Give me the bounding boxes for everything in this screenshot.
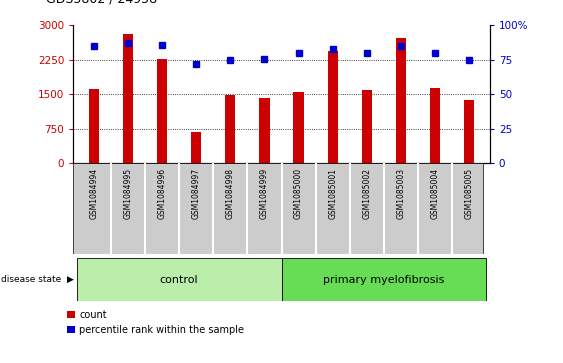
Text: GSM1084999: GSM1084999 — [260, 168, 269, 219]
Bar — [430, 89, 440, 163]
Bar — [191, 132, 201, 163]
Text: GSM1084997: GSM1084997 — [191, 168, 200, 219]
Text: GSM1085005: GSM1085005 — [465, 168, 474, 219]
Text: GSM1084998: GSM1084998 — [226, 168, 235, 219]
Bar — [225, 95, 235, 163]
Text: GSM1085000: GSM1085000 — [294, 168, 303, 219]
Bar — [77, 258, 282, 301]
Bar — [260, 98, 270, 163]
Text: GDS5802 / 24958: GDS5802 / 24958 — [46, 0, 157, 5]
Text: GSM1085003: GSM1085003 — [396, 168, 405, 219]
Text: primary myelofibrosis: primary myelofibrosis — [323, 274, 445, 285]
Text: GSM1085004: GSM1085004 — [431, 168, 440, 219]
Bar — [396, 38, 406, 163]
Bar — [293, 91, 303, 163]
Bar — [282, 258, 486, 301]
Bar — [123, 34, 133, 163]
Text: disease state  ▶: disease state ▶ — [1, 275, 74, 284]
Text: GSM1085001: GSM1085001 — [328, 168, 337, 219]
Text: GSM1084995: GSM1084995 — [123, 168, 132, 219]
Bar — [88, 89, 99, 163]
Bar — [464, 100, 475, 163]
Text: control: control — [160, 274, 198, 285]
Bar — [362, 90, 372, 163]
Text: GSM1085002: GSM1085002 — [363, 168, 372, 219]
Bar — [328, 51, 338, 163]
Bar — [157, 58, 167, 163]
Text: GSM1084996: GSM1084996 — [158, 168, 167, 219]
Text: GSM1084994: GSM1084994 — [89, 168, 98, 219]
Legend: count, percentile rank within the sample: count, percentile rank within the sample — [67, 310, 244, 335]
